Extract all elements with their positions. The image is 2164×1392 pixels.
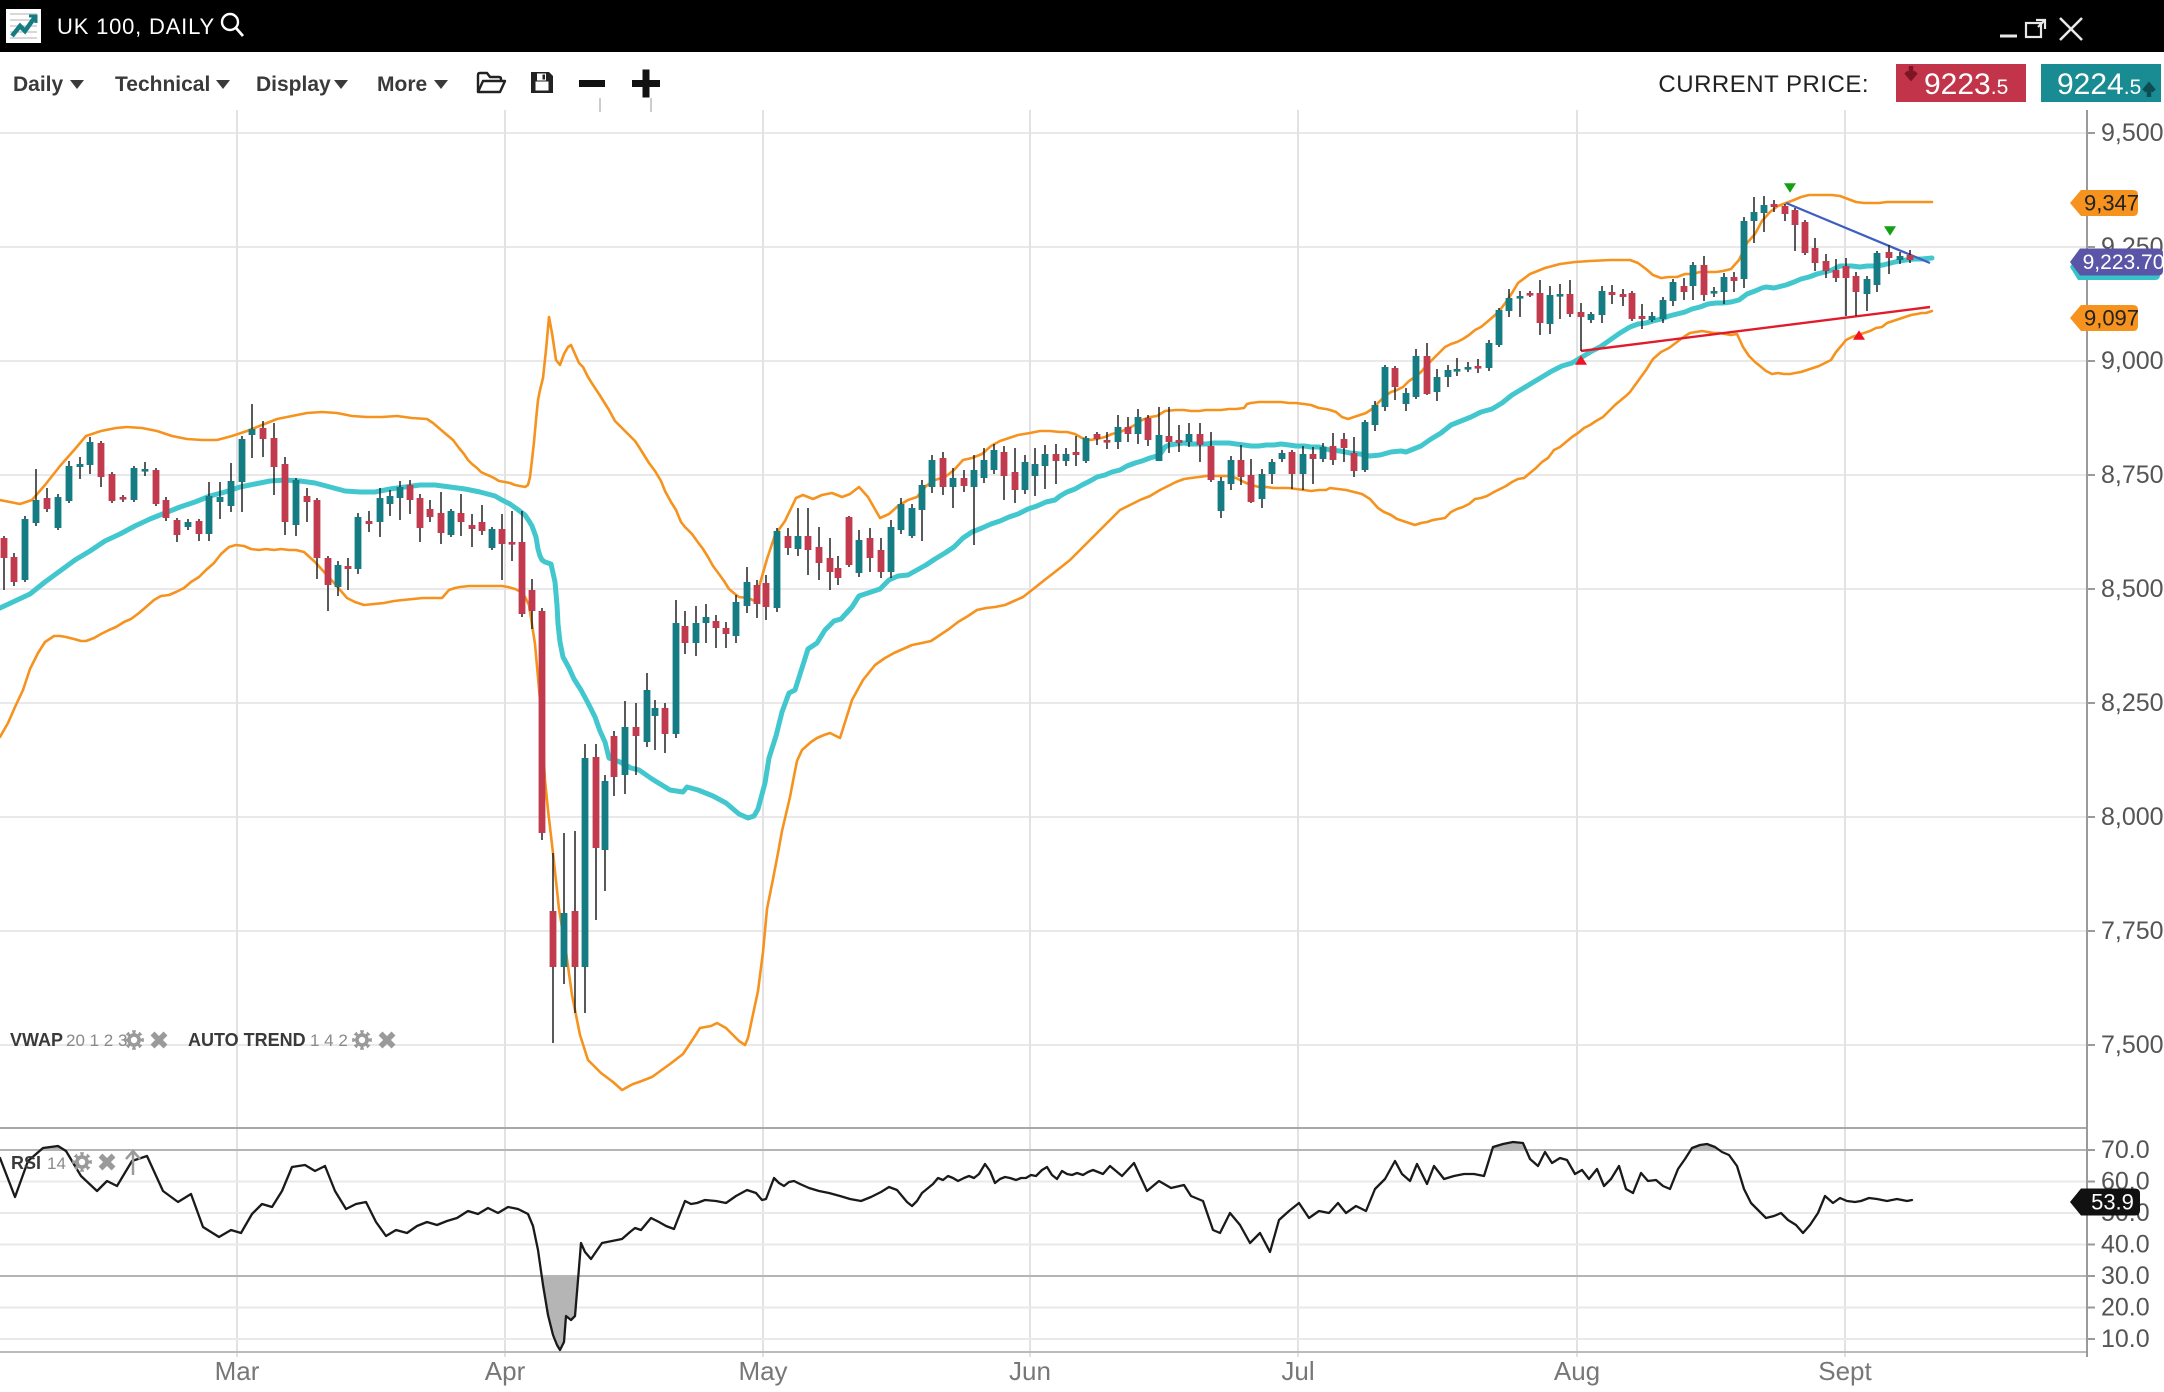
svg-text:UK 100, DAILY: UK 100, DAILY (57, 14, 215, 39)
svg-text:53.9: 53.9 (2091, 1189, 2134, 1214)
svg-text:7,750: 7,750 (2101, 917, 2164, 945)
svg-text:8,750: 8,750 (2101, 461, 2164, 489)
svg-text:Sept: Sept (1818, 1356, 1872, 1386)
svg-text:8,000: 8,000 (2101, 803, 2164, 831)
svg-text:9,347: 9,347 (2084, 190, 2139, 215)
svg-text:CURRENT PRICE:: CURRENT PRICE: (1658, 71, 1869, 98)
svg-text:May: May (738, 1356, 787, 1386)
svg-text:More: More (377, 73, 427, 96)
svg-text:Display: Display (256, 73, 331, 96)
svg-text:9,500: 9,500 (2101, 119, 2164, 147)
svg-text:1 4 2: 1 4 2 (310, 1031, 348, 1050)
svg-text:Daily: Daily (13, 73, 64, 96)
svg-text:Apr: Apr (485, 1356, 526, 1386)
svg-text:9,000: 9,000 (2101, 347, 2164, 375)
svg-text:AUTO TREND: AUTO TREND (188, 1030, 306, 1050)
svg-text:14: 14 (47, 1154, 66, 1173)
svg-text:Technical: Technical (115, 73, 210, 96)
svg-text:Jul: Jul (1281, 1356, 1314, 1386)
svg-text:7,500: 7,500 (2101, 1031, 2164, 1059)
svg-text:40.0: 40.0 (2101, 1231, 2150, 1259)
svg-text:8,500: 8,500 (2101, 575, 2164, 603)
svg-text:8,250: 8,250 (2101, 689, 2164, 717)
svg-text:20 1 2 3: 20 1 2 3 (66, 1031, 127, 1050)
svg-text:Mar: Mar (215, 1356, 260, 1386)
svg-text:20.0: 20.0 (2101, 1294, 2150, 1322)
svg-text:Aug: Aug (1554, 1356, 1600, 1386)
svg-text:RSI: RSI (11, 1153, 41, 1173)
svg-text:30.0: 30.0 (2101, 1262, 2150, 1290)
svg-text:9,097: 9,097 (2084, 305, 2139, 330)
svg-text:VWAP: VWAP (10, 1030, 63, 1050)
svg-text:10.0: 10.0 (2101, 1325, 2150, 1353)
svg-text:Jun: Jun (1009, 1356, 1051, 1386)
svg-text:70.0: 70.0 (2101, 1136, 2150, 1164)
svg-text:9,223.70: 9,223.70 (2083, 251, 2164, 274)
